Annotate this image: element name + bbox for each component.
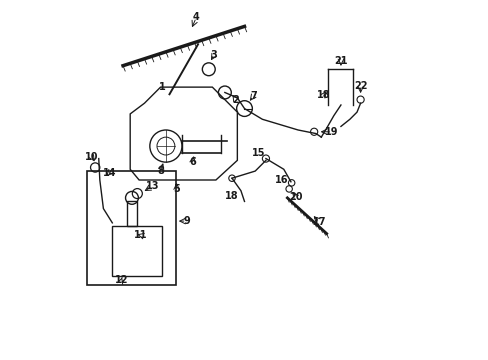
Text: 4: 4 bbox=[192, 13, 199, 22]
Text: 12: 12 bbox=[114, 275, 128, 285]
Bar bbox=[112, 226, 162, 276]
Text: 18: 18 bbox=[225, 191, 238, 201]
Text: 19: 19 bbox=[325, 127, 338, 137]
Text: 9: 9 bbox=[183, 216, 190, 226]
Text: 22: 22 bbox=[353, 81, 366, 91]
Text: 13: 13 bbox=[145, 181, 159, 192]
Text: 8: 8 bbox=[157, 166, 163, 176]
Text: 5: 5 bbox=[173, 184, 180, 194]
Bar bbox=[86, 171, 176, 285]
Text: 17: 17 bbox=[312, 217, 325, 227]
Text: 20: 20 bbox=[289, 192, 303, 202]
Text: 6: 6 bbox=[189, 157, 196, 167]
Text: 2: 2 bbox=[232, 95, 239, 105]
Text: 1: 1 bbox=[159, 82, 165, 92]
Text: 21: 21 bbox=[333, 57, 347, 66]
Text: 15: 15 bbox=[251, 148, 265, 158]
Text: 18: 18 bbox=[316, 90, 330, 100]
Text: 3: 3 bbox=[210, 50, 217, 60]
Text: 7: 7 bbox=[249, 91, 256, 101]
Text: 14: 14 bbox=[102, 168, 116, 178]
Text: 16: 16 bbox=[275, 175, 288, 185]
Bar bbox=[126, 202, 137, 226]
Text: 11: 11 bbox=[134, 230, 147, 240]
Text: 10: 10 bbox=[85, 152, 98, 162]
